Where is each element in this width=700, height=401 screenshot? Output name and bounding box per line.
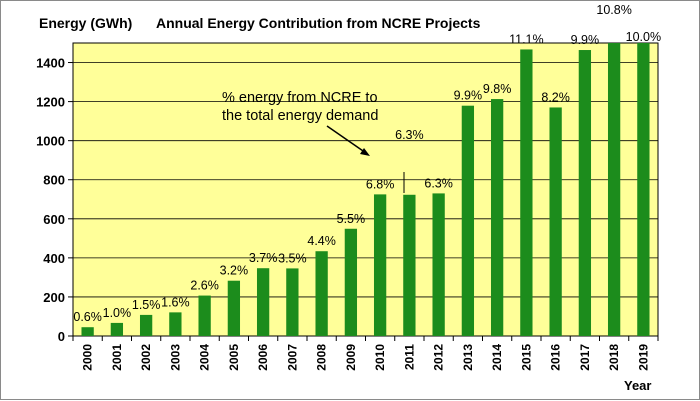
bar-2005	[227, 280, 241, 336]
bar-2014	[490, 99, 504, 336]
y-tick-label-1200: 1200	[36, 95, 65, 110]
x-tick-label-2005: 2005	[227, 344, 241, 371]
y-tick-label-600: 600	[43, 212, 65, 227]
bar-2018	[607, 43, 621, 336]
data-label-2007: 3.5%	[278, 251, 307, 265]
bar-2009	[344, 228, 358, 336]
bar-2007	[286, 268, 299, 336]
axis-ticks: 0 200 400 600 800 1000 1200 1400 2000 2001 2002 200…	[36, 56, 659, 371]
y-tick-label-200: 200	[43, 290, 65, 305]
data-label-2005: 3.2%	[220, 264, 249, 278]
x-tick-label-2003: 2003	[168, 344, 182, 371]
bar-2000	[81, 327, 94, 336]
annotation-line-1: % energy from NCRE to	[222, 90, 378, 106]
data-label-2002: 1.5%	[132, 298, 161, 312]
data-label-2006: 3.7%	[249, 251, 278, 265]
x-tick-label-2019: 2019	[636, 344, 650, 371]
data-label-2001: 1.0%	[103, 306, 132, 320]
annotation-arrow	[326, 125, 367, 154]
data-label-2015: 11.1%	[509, 32, 544, 46]
bar-2006	[256, 268, 270, 336]
data-label-2003: 1.6%	[161, 295, 190, 309]
data-label-2008: 4.4%	[307, 234, 336, 248]
x-tick-label-2015: 2015	[519, 344, 533, 371]
x-tick-label-2008: 2008	[315, 344, 329, 371]
x-tick-label-2011: 2011	[402, 344, 416, 370]
annotation-arrowhead	[360, 148, 370, 156]
data-label-2010: 6.8%	[366, 177, 395, 191]
bar-2016	[549, 107, 562, 337]
y-tick-label-0: 0	[58, 329, 65, 344]
y-tick-label-1400: 1400	[36, 56, 65, 71]
data-labels: 0.6% 1.0%1.5% 1.6%2.6%3.2%3.7% 3.5%4.4%5.5%…	[73, 3, 661, 324]
x-tick-label-2002: 2002	[139, 344, 153, 371]
x-tick-label-2017: 2017	[578, 344, 592, 371]
bar-2019	[637, 43, 650, 336]
y-tick-label-1000: 1000	[36, 134, 65, 149]
data-label-2016: 8.2%	[541, 90, 570, 104]
data-label-2009: 5.5%	[337, 212, 366, 226]
data-label-2019: 10.0%	[626, 30, 661, 44]
chart-title: Annual Energy Contribution from NCRE Pro…	[156, 15, 481, 31]
data-label-2004: 2.6%	[190, 279, 219, 293]
x-tick-label-2016: 2016	[549, 344, 563, 371]
bar-2003	[169, 312, 182, 336]
x-tick-label-2006: 2006	[256, 344, 270, 371]
bar-2010	[373, 194, 387, 336]
x-tick-label-2001: 2001	[110, 344, 124, 371]
y-tick-label-800: 800	[43, 173, 65, 188]
x-tick-label-2010: 2010	[373, 344, 387, 371]
data-label-2018: 10.8%	[596, 3, 631, 17]
bar-2001	[110, 322, 124, 336]
annotation-line-2: the total energy demand	[222, 108, 378, 124]
x-axis-title: Year	[624, 378, 651, 393]
x-tick-label-2014: 2014	[490, 344, 504, 371]
data-label-2017: 9.9%	[571, 33, 600, 47]
x-tick-label-2012: 2012	[432, 344, 446, 371]
x-tick-label-2007: 2007	[285, 344, 299, 371]
bar-2012	[432, 193, 445, 336]
y-tick-label-400: 400	[43, 251, 65, 266]
data-label-2011: 6.3%	[395, 128, 424, 142]
bar-2004	[198, 295, 211, 336]
x-tick-label-2013: 2013	[461, 344, 475, 371]
bar-series	[81, 43, 650, 337]
x-tick-label-2000: 2000	[81, 344, 95, 371]
bar-2002	[139, 314, 153, 336]
bar-2017	[578, 50, 592, 336]
data-label-2012: 6.3%	[424, 176, 453, 190]
data-label-2014: 9.8%	[483, 82, 512, 96]
bar-2008	[315, 251, 328, 336]
x-tick-label-2004: 2004	[198, 344, 212, 371]
bar-2015	[520, 49, 533, 337]
data-label-2013: 9.9%	[454, 89, 483, 103]
x-tick-label-2018: 2018	[607, 344, 621, 371]
data-label-2000: 0.6%	[73, 310, 102, 324]
y-axis-title: Energy (GWh)	[39, 15, 132, 31]
bar-2011	[403, 194, 416, 336]
x-tick-label-2009: 2009	[344, 344, 358, 371]
bar-2013	[461, 105, 475, 337]
